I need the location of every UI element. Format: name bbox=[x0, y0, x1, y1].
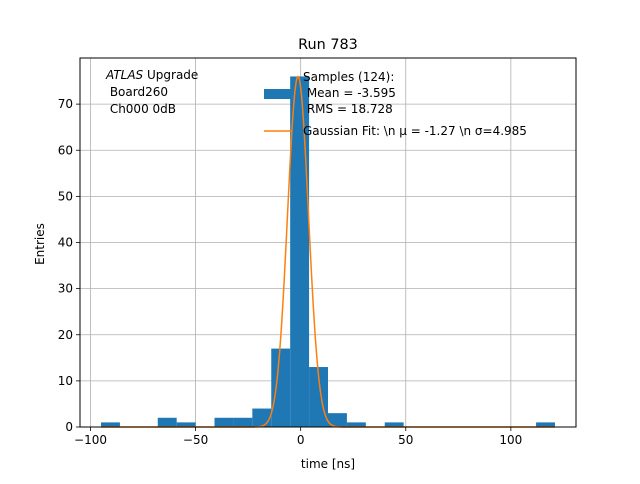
histogram-bar bbox=[384, 422, 404, 427]
histogram-bar bbox=[176, 422, 196, 427]
legend-hist-swatch bbox=[264, 89, 292, 99]
y-axis-label: Entries bbox=[33, 223, 47, 265]
histogram-bar bbox=[101, 422, 120, 427]
legend-hist-line-1: Samples (124): bbox=[303, 70, 394, 84]
annotation-line-1: ATLAS Upgrade bbox=[105, 68, 198, 82]
y-tick-label: 40 bbox=[58, 236, 73, 250]
histogram-bar bbox=[309, 367, 328, 427]
axis-ticks: −100 −50 0 50 100 0 10 20 30 40 50 60 70 bbox=[58, 97, 523, 447]
histogram-bar bbox=[346, 422, 366, 427]
annotation-upgrade: Upgrade bbox=[143, 68, 198, 82]
legend-fit-label: Gaussian Fit: \n μ = -1.27 \n σ=4.985 bbox=[303, 124, 527, 138]
annotation-line-2: Board260 bbox=[106, 85, 168, 99]
y-tick-label: 30 bbox=[58, 282, 73, 296]
annotation-line-3: Ch000 0dB bbox=[106, 102, 176, 116]
histogram-bar bbox=[233, 417, 253, 427]
legend: Samples (124): Mean = -3.595 RMS = 18.72… bbox=[264, 70, 527, 138]
x-tick-label: 50 bbox=[398, 433, 413, 447]
atlas-annotation: ATLAS Upgrade Board260 Ch000 0dB bbox=[105, 68, 198, 116]
histogram-bar bbox=[271, 348, 291, 427]
histogram-bars bbox=[101, 76, 555, 427]
x-tick-label: 0 bbox=[297, 433, 305, 447]
x-tick-label: −50 bbox=[183, 433, 208, 447]
histogram-bar bbox=[214, 417, 234, 427]
histogram-bar bbox=[252, 408, 272, 427]
legend-hist-line-3: RMS = 18.728 bbox=[303, 102, 393, 116]
y-tick-label: 20 bbox=[58, 328, 73, 342]
y-tick-label: 70 bbox=[58, 97, 73, 111]
histogram-bar bbox=[536, 422, 555, 427]
histogram-bar bbox=[328, 413, 347, 427]
x-tick-label: 100 bbox=[499, 433, 522, 447]
y-tick-label: 50 bbox=[58, 189, 73, 203]
x-tick-label: −100 bbox=[74, 433, 107, 447]
chart-title: Run 783 bbox=[298, 37, 358, 53]
histogram-bar bbox=[157, 417, 177, 427]
y-tick-label: 60 bbox=[58, 143, 73, 157]
histogram-bar bbox=[290, 76, 310, 427]
annotation-atlas: ATLAS bbox=[105, 68, 144, 82]
x-axis-label: time [ns] bbox=[301, 457, 355, 471]
y-tick-label: 0 bbox=[65, 420, 73, 434]
y-tick-label: 10 bbox=[58, 374, 73, 388]
legend-hist-line-2: Mean = -3.595 bbox=[303, 86, 396, 100]
